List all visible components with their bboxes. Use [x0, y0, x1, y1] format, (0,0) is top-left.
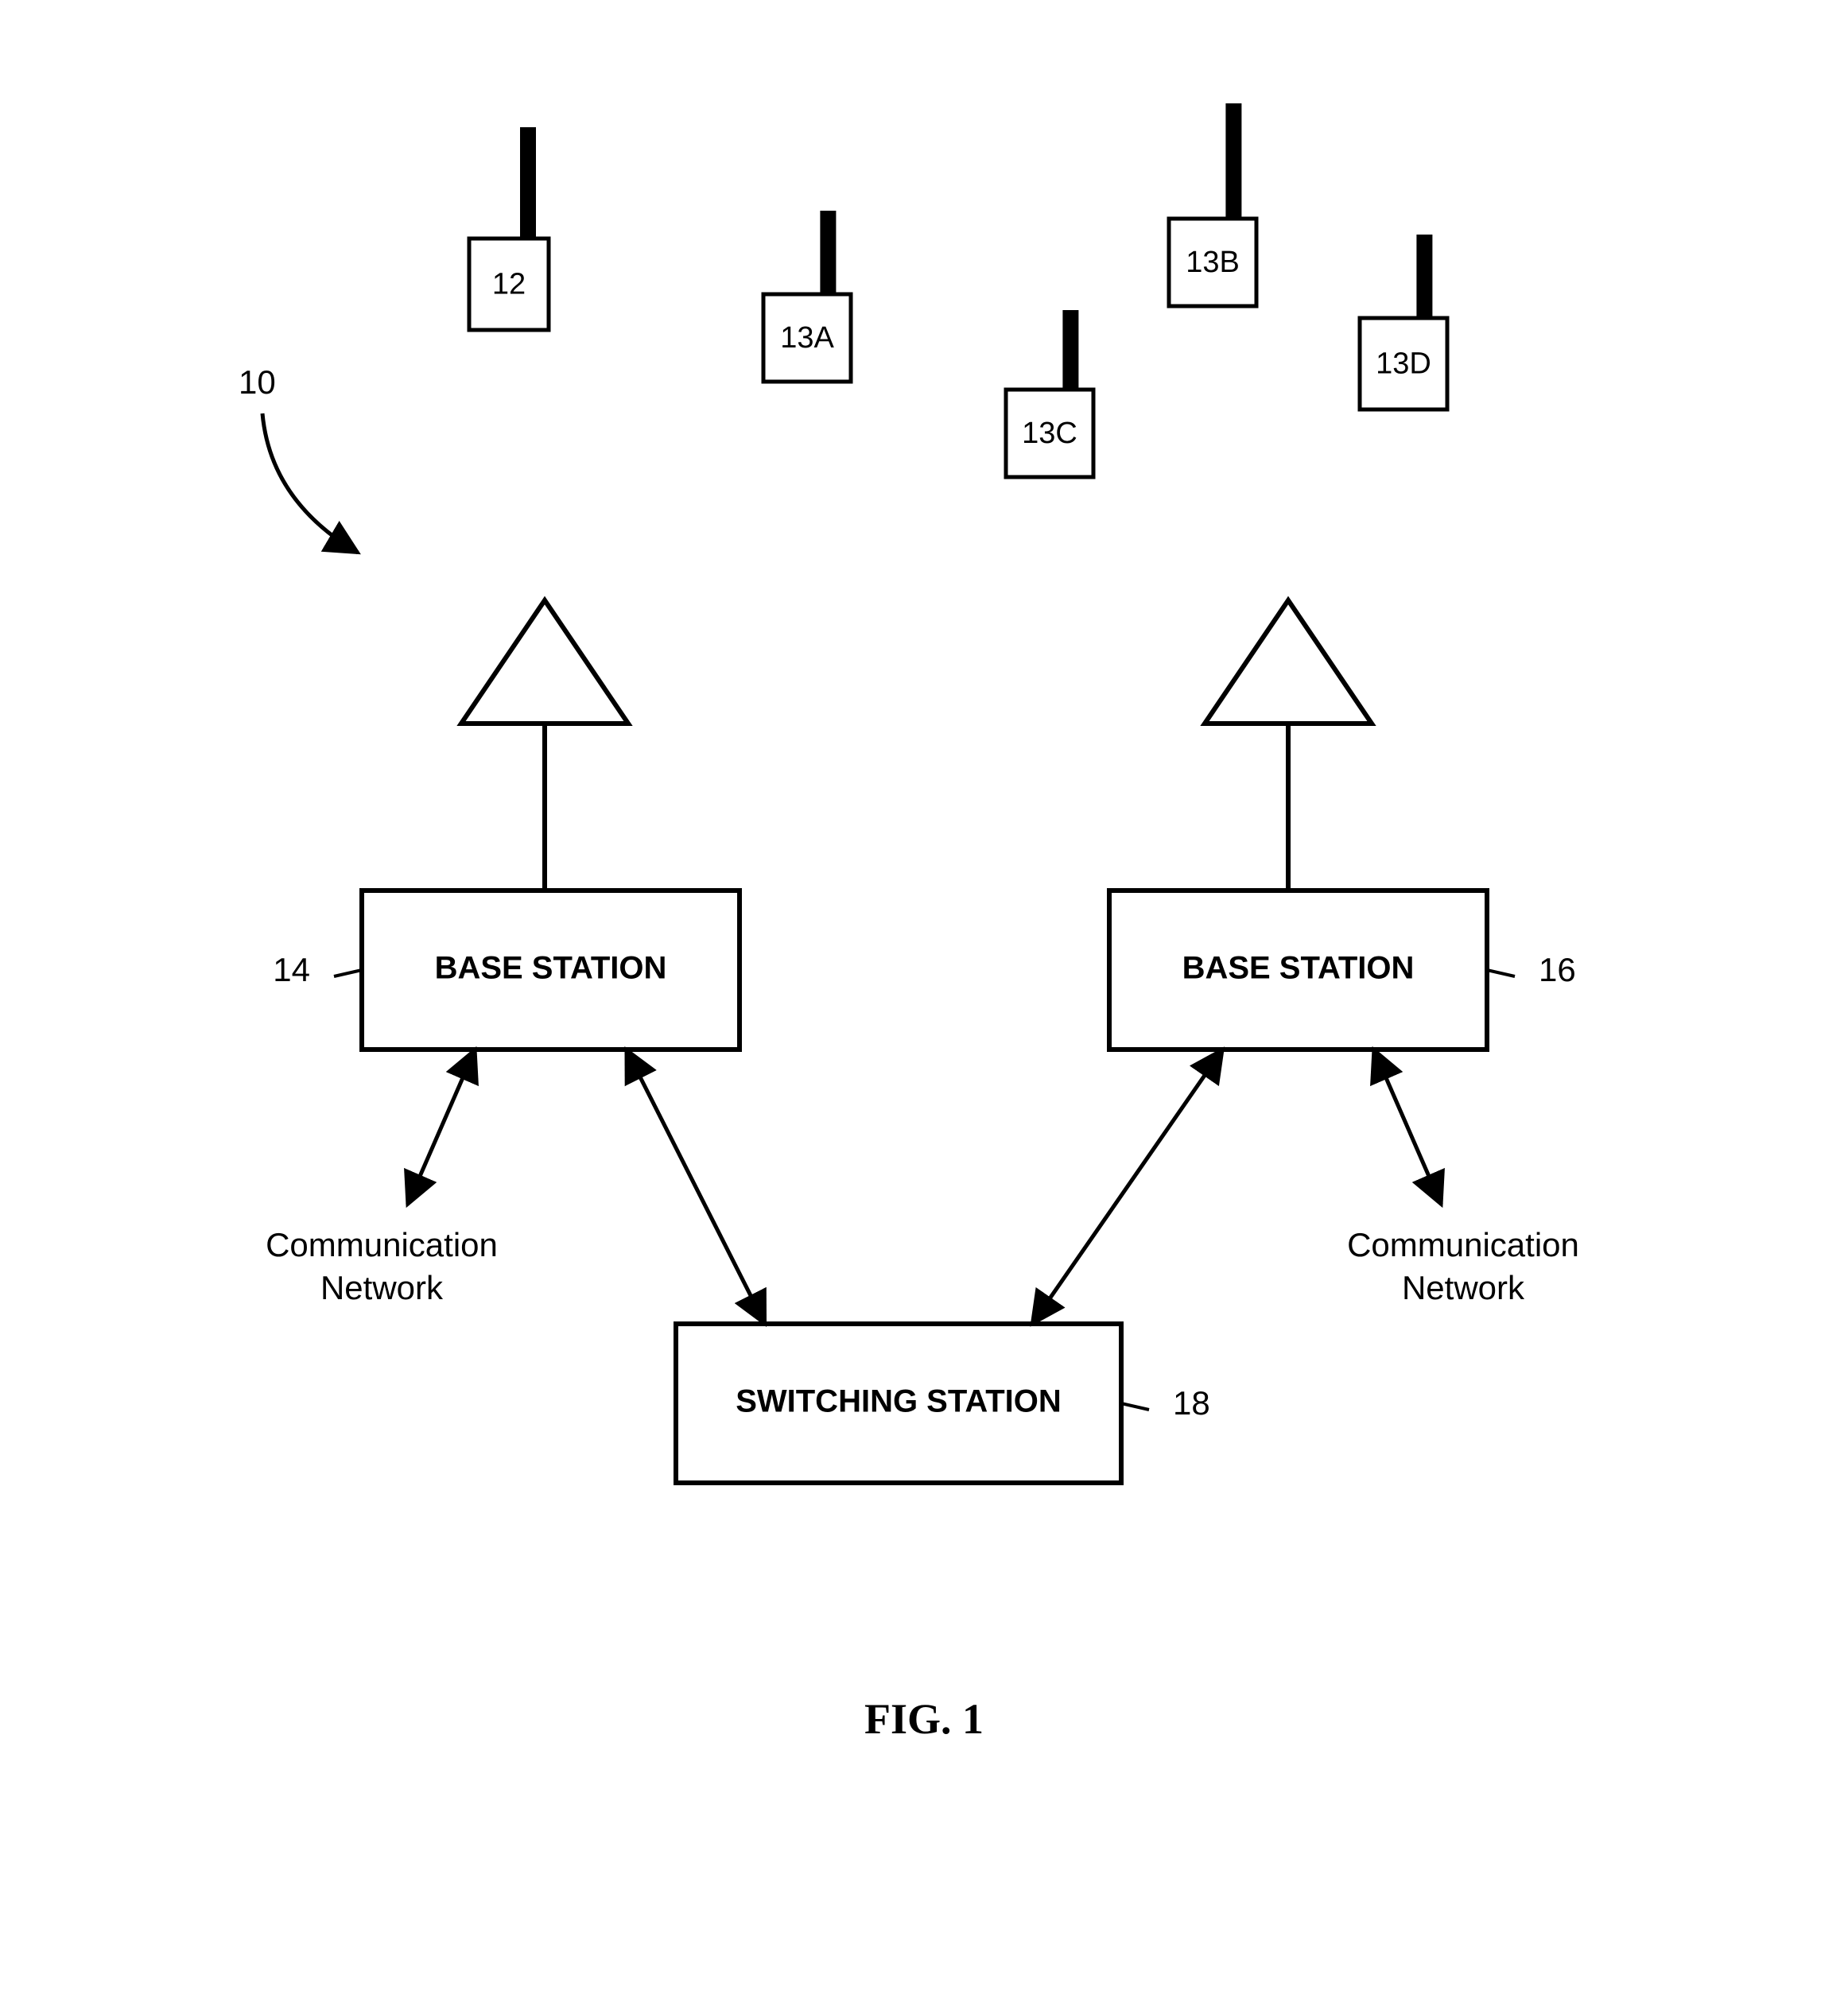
mobile-13a: 13A	[763, 211, 851, 382]
link-bs14-ss	[627, 1050, 766, 1324]
svg-text:Communication: Communication	[1347, 1226, 1579, 1263]
comm-network-left: Communication Network	[266, 1226, 498, 1306]
mobile-13b-label: 13B	[1186, 246, 1240, 279]
switching-station: SWITCHING STATION	[676, 1324, 1121, 1483]
figure-caption: FIG. 1	[864, 1695, 984, 1743]
svg-text:Network: Network	[320, 1269, 444, 1306]
base-station-right: BASE STATION	[1109, 891, 1487, 1050]
mobile-13d: 13D	[1360, 235, 1447, 409]
svg-text:Network: Network	[1402, 1269, 1525, 1306]
mobile-13a-label: 13A	[780, 321, 834, 355]
mobile-13c-label: 13C	[1022, 417, 1077, 450]
mobile-13b: 13B	[1169, 103, 1256, 306]
switching-station-label: SWITCHING STATION	[736, 1384, 1062, 1419]
tower-left	[461, 600, 628, 891]
tower-right	[1205, 600, 1372, 891]
ref-18: 18	[1173, 1384, 1210, 1422]
base-station-left-label: BASE STATION	[435, 951, 667, 986]
mobile-12: 12	[469, 127, 549, 330]
ref-10-arrow	[262, 413, 358, 553]
link-bs16-net	[1374, 1050, 1442, 1205]
link-bs16-ss	[1032, 1050, 1223, 1324]
mobile-13d-label: 13D	[1376, 347, 1431, 381]
base-station-left: BASE STATION	[362, 891, 740, 1050]
link-bs14-net	[408, 1050, 476, 1205]
mobile-12-label: 12	[492, 268, 526, 301]
base-station-right-label: BASE STATION	[1182, 951, 1415, 986]
mobile-13c: 13C	[1006, 310, 1093, 477]
ref-14: 14	[273, 951, 310, 988]
ref-16: 16	[1539, 951, 1576, 988]
network-diagram: 12 13A 13B 13C 13D 10 BASE STATION BASE STATION…	[0, 0, 1848, 2010]
svg-text:Communication: Communication	[266, 1226, 498, 1263]
ref-10: 10	[239, 363, 276, 401]
comm-network-right: Communication Network	[1347, 1226, 1579, 1306]
